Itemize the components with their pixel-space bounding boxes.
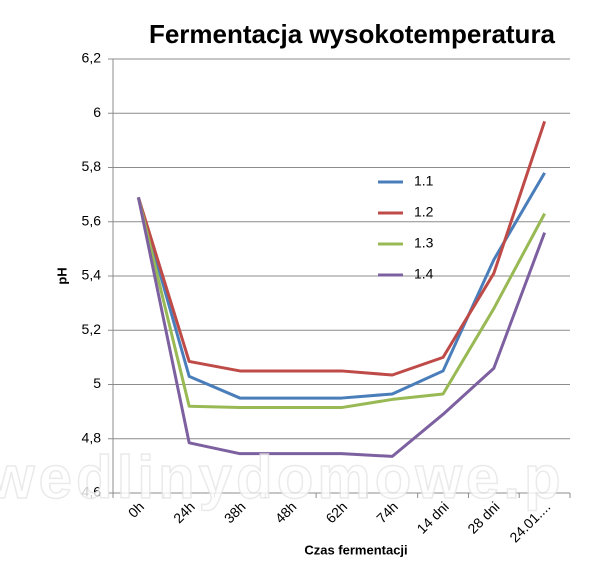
legend-label: 1.4 [414, 266, 434, 282]
legend-label: 1.1 [414, 173, 434, 189]
y-tick-label: 6 [93, 104, 101, 120]
series-line [136, 197, 547, 458]
y-tick-label: 4,8 [82, 429, 102, 445]
watermark: wedlinydomowe.p [0, 444, 565, 511]
y-tick-label: 5,2 [82, 321, 102, 337]
series-line [136, 196, 546, 410]
chart-title: Fermentacja wysokotemperatura [149, 19, 556, 49]
y-tick-label: 5,4 [82, 267, 102, 283]
series-line [136, 172, 546, 400]
y-axis-title: pH [54, 267, 69, 284]
x-axis-title: Czas fermentacji [304, 542, 407, 557]
y-tick-label: 6,2 [82, 50, 102, 66]
y-tick-label: 4,6 [82, 484, 102, 500]
y-tick-label: 5 [93, 375, 101, 391]
legend-label: 1.3 [414, 235, 434, 251]
y-tick-label: 5,6 [82, 212, 102, 228]
legend-label: 1.2 [414, 204, 434, 220]
y-tick-label: 5,8 [82, 158, 102, 174]
series-line [136, 120, 547, 377]
